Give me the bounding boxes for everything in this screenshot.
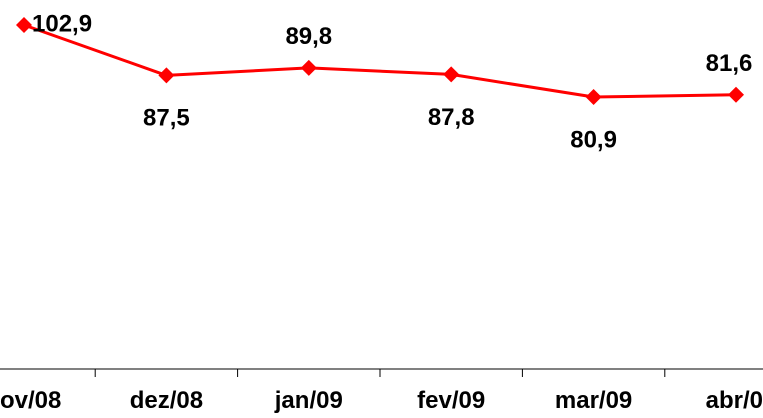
data-label: 89,8 xyxy=(285,23,332,50)
x-tick-label: ov/08 xyxy=(0,387,61,414)
series-markers xyxy=(16,17,744,105)
data-label: 102,9 xyxy=(32,10,92,37)
data-point-marker xyxy=(16,17,32,33)
data-label: 87,5 xyxy=(143,105,190,132)
data-label: 81,6 xyxy=(706,50,753,77)
x-tick-labels: ov/08 dez/08 jan/09 fev/09 mar/09 abr/0 xyxy=(0,387,763,414)
data-label: 87,8 xyxy=(428,104,475,131)
data-point-marker xyxy=(443,66,460,83)
series-line-group xyxy=(23,23,737,99)
x-tick-label: mar/09 xyxy=(555,387,632,414)
x-axis xyxy=(0,368,763,377)
data-labels: 102,9 87,5 89,8 87,8 80,9 81,6 xyxy=(32,10,752,153)
x-tick-label: dez/08 xyxy=(130,387,203,414)
x-tick-label: jan/09 xyxy=(274,387,343,414)
data-point-marker xyxy=(585,89,602,105)
x-tick-label: fev/09 xyxy=(417,387,485,414)
data-point-marker xyxy=(158,67,175,84)
x-tick-label: abr/0 xyxy=(706,387,763,414)
series-line xyxy=(23,23,737,99)
data-point-marker xyxy=(728,86,744,103)
data-label: 80,9 xyxy=(570,126,617,153)
data-point-marker xyxy=(300,59,317,76)
